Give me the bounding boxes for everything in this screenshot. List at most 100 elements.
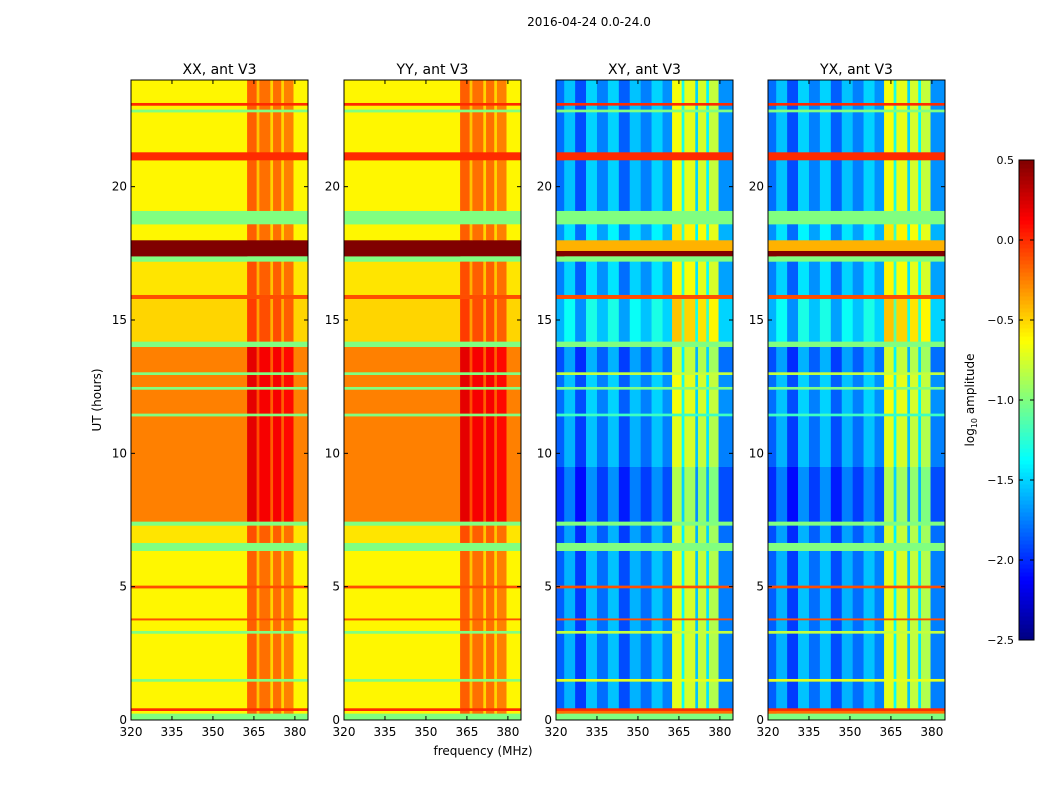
heatmap-cell [607,105,620,110]
heatmap-cell [556,372,733,375]
heatmap-cell [920,346,931,373]
heatmap-cell [283,80,294,103]
heatmap-cell [273,681,282,709]
heatmap-cell [131,585,308,589]
heatmap-cell [131,346,248,373]
heatmap-cell [556,678,733,682]
panel-title: XX, ant V3 [183,62,257,78]
heatmap-cell [893,550,897,586]
heatmap-cell [256,224,260,241]
colorbar-segment [1019,412,1034,417]
heatmap-cell [270,112,274,153]
heatmap-cell [776,588,788,619]
heatmap-cell [706,160,710,211]
heatmap-cell [496,374,507,387]
colorbar-segment [1019,408,1034,413]
heatmap-cell [131,256,308,262]
colorbar-segment [1019,480,1034,485]
heatmap-cell [483,389,487,414]
colorbar-segment [1019,572,1034,577]
heatmap-cell [131,294,308,299]
heatmap-cell [706,416,710,467]
heatmap-cell [556,542,733,551]
heatmap-cell [460,346,470,373]
heatmap-cell [469,105,473,110]
heatmap-cell [808,160,821,211]
x-tick-label: 350 [414,725,437,739]
heatmap-cell [708,466,719,522]
heatmap-cell [830,525,843,543]
heatmap-cell [768,152,945,161]
heatmap-cell [596,550,609,586]
heatmap-cell [662,550,673,586]
heatmap-cell [863,346,875,373]
heatmap-cell [564,112,576,153]
heatmap-cell [662,261,673,295]
heatmap-cell [852,550,864,586]
heatmap-cell [910,416,919,467]
heatmap-cell [131,633,248,679]
colorbar-segment [1019,256,1034,261]
heatmap-cell [283,416,294,522]
heatmap-cell [852,160,864,211]
heatmap-cell [596,160,609,211]
heatmap-cell [460,224,470,241]
heatmap-cell [920,374,931,387]
heatmap-cell [698,112,707,153]
heatmap-cell [486,588,495,619]
heatmap-cell [798,525,810,543]
heatmap-cell [768,633,777,679]
heatmap-cell [344,708,521,711]
heatmap-cell [695,112,699,153]
heatmap-cell [863,224,875,241]
heatmap-cell [256,620,260,631]
heatmap-cell [640,466,652,522]
colorbar-segment [1019,232,1034,237]
heatmap-cell [896,80,908,103]
heatmap-cell [483,681,487,709]
heatmap-cell [556,109,733,113]
heatmap-cell [893,588,897,619]
y-tick-label: 20 [325,180,340,194]
heatmap-cell [819,80,832,103]
heatmap-cell [852,298,864,342]
heatmap-cell [706,466,710,522]
colorbar-segment [1019,336,1034,341]
heatmap-cell [506,710,522,714]
heatmap-cell [486,374,495,387]
heatmap-cell [863,466,875,522]
heatmap-cell [596,261,609,295]
heatmap-cell [472,588,484,619]
heatmap-cell [874,160,885,211]
heatmap-cell [708,224,719,241]
heatmap-cell [564,681,576,709]
heatmap-cell [586,389,598,414]
heatmap-cell [863,261,875,295]
heatmap-cell [259,633,271,679]
x-tick-label: 350 [626,725,649,739]
heatmap-cell [798,620,810,631]
heatmap-cell [564,389,576,414]
x-axis-label: frequency (MHz) [433,744,532,758]
heatmap-cell [586,160,598,211]
heatmap-cell [718,224,734,241]
heatmap-cell [776,105,788,110]
heatmap-cell [259,550,271,586]
heatmap-cell [852,466,864,522]
heatmap-cell [494,525,498,543]
heatmap-cell [695,160,699,211]
heatmap-cell [930,550,946,586]
heatmap-cell [768,386,945,390]
heatmap-cell [874,525,885,543]
heatmap-cell [596,105,609,110]
heatmap-cell [472,346,484,373]
heatmap-cell [768,630,945,634]
heatmap-cell [283,261,294,295]
heatmap-cell [798,224,810,241]
colorbar-tick-label: −2.5 [987,634,1014,647]
heatmap-cell [344,525,461,543]
heatmap-cell [564,298,576,342]
heatmap-cell [640,620,652,631]
heatmap-cell [698,588,707,619]
heatmap-cell [259,224,271,241]
